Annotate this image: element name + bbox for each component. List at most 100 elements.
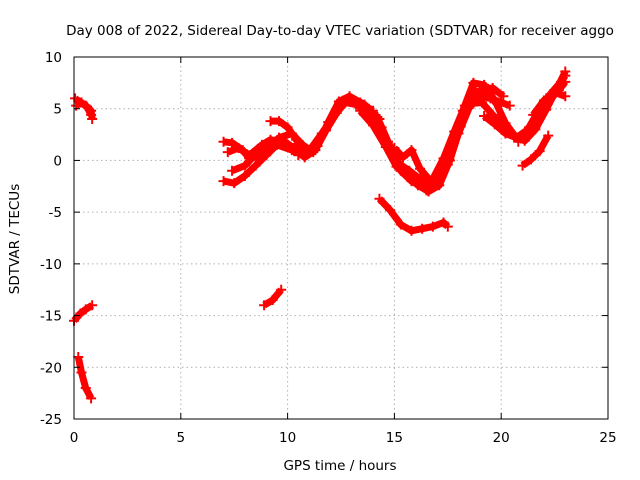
data-point	[239, 170, 250, 181]
data-point	[250, 160, 261, 171]
data-point	[81, 101, 92, 112]
y-tick-label: -25	[40, 412, 62, 428]
data-point	[229, 178, 240, 189]
data-point	[498, 91, 509, 102]
data-point	[75, 308, 86, 319]
data-point	[265, 116, 276, 127]
data-point	[560, 91, 571, 102]
y-tick-label: -15	[40, 309, 62, 325]
series-line-arc-02	[74, 99, 95, 117]
data-point	[479, 79, 490, 90]
data-point	[374, 193, 385, 204]
x-tick-label: 25	[599, 430, 616, 446]
data-point	[303, 146, 314, 157]
data-point	[457, 105, 468, 116]
data-point	[513, 136, 524, 147]
data-point	[250, 149, 261, 160]
data-point	[372, 111, 383, 122]
data-point	[218, 136, 229, 147]
data-point	[538, 95, 549, 106]
data-point	[276, 284, 287, 295]
data-point	[355, 105, 366, 116]
data-point	[517, 160, 528, 171]
data-point	[417, 223, 428, 234]
data-point	[404, 165, 415, 176]
series-line-arc-20	[520, 133, 552, 169]
data-point	[70, 93, 81, 104]
plot-frame	[73, 56, 609, 420]
data-point	[466, 98, 477, 109]
x-tick-label: 15	[386, 430, 403, 446]
series-line-arc-04	[74, 356, 95, 400]
data-point	[425, 176, 436, 187]
data-point	[233, 143, 244, 154]
series-group	[69, 66, 571, 404]
data-point	[86, 393, 97, 404]
data-point	[86, 109, 97, 120]
data-point	[259, 300, 270, 311]
data-point	[222, 147, 233, 158]
data-point	[455, 121, 466, 132]
data-point	[338, 95, 349, 106]
data-point	[489, 119, 500, 130]
data-point	[543, 130, 554, 141]
x-tick-label: 10	[279, 430, 296, 446]
data-point	[291, 134, 302, 145]
data-point	[479, 110, 490, 121]
x-tick-label: 20	[493, 430, 510, 446]
y-tick-label: -10	[40, 257, 62, 273]
x-axis-label: GPS time / hours	[283, 458, 396, 474]
data-point	[427, 221, 438, 232]
data-point	[534, 146, 545, 157]
data-point	[549, 87, 560, 98]
y-axis-label: SDTVAR / TECUs	[7, 184, 23, 294]
y-tick-label: 0	[53, 153, 62, 169]
data-point	[406, 225, 417, 236]
data-point	[227, 137, 238, 148]
x-tick-label: 5	[177, 430, 186, 446]
data-point	[434, 165, 445, 176]
data-point	[489, 95, 500, 106]
data-point	[293, 150, 304, 161]
data-point	[468, 77, 479, 88]
data-point	[73, 351, 84, 362]
data-point	[526, 154, 537, 165]
data-point	[528, 109, 539, 120]
data-point	[393, 158, 404, 169]
data-point	[80, 304, 91, 315]
data-point	[274, 116, 285, 127]
data-point	[415, 163, 426, 174]
data-point	[76, 367, 87, 378]
data-point	[476, 97, 487, 108]
data-point	[227, 165, 238, 176]
data-point	[504, 100, 515, 111]
data-point	[350, 98, 361, 109]
data-point	[282, 122, 293, 133]
series-line-arc-16	[391, 124, 464, 185]
data-point	[316, 128, 327, 139]
data-point	[530, 124, 541, 135]
series-line-arc-03	[71, 302, 95, 324]
data-point	[523, 122, 534, 133]
data-point	[289, 143, 300, 154]
data-point	[363, 103, 374, 114]
data-point	[395, 219, 406, 230]
data-point	[389, 143, 400, 154]
data-point	[87, 300, 98, 311]
data-point	[556, 76, 567, 87]
data-point	[239, 160, 250, 171]
y-tick-label: -5	[49, 205, 62, 221]
series-line-arc-21	[530, 88, 567, 117]
data-point	[444, 141, 455, 152]
data-point	[267, 295, 278, 306]
y-tick-label: 5	[53, 102, 62, 118]
data-point	[382, 136, 393, 147]
data-point	[442, 221, 453, 232]
y-tick-label: 10	[45, 50, 62, 66]
data-point	[385, 205, 396, 216]
data-point	[500, 128, 511, 139]
data-point	[412, 180, 423, 191]
chart-title: Day 008 of 2022, Sidereal Day-to-day VTE…	[66, 23, 614, 39]
data-point	[261, 145, 272, 156]
